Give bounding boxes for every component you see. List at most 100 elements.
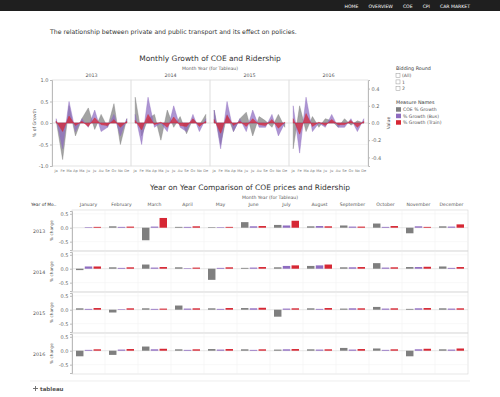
bar [382, 309, 389, 310]
bar [76, 351, 83, 357]
x-tick-label: Oc [349, 169, 354, 173]
legend: Bidding Round(All)12Measure NamesCOE % G… [396, 66, 442, 125]
tick-label: -0.5 [39, 142, 49, 148]
tick: 0.5 [61, 211, 72, 217]
x-tick-label: Se [342, 169, 347, 173]
tick-label: -0.4 [372, 155, 382, 161]
tick-mark [50, 166, 52, 167]
nav-link[interactable]: HOME [344, 4, 358, 9]
nav-link[interactable]: CPI [423, 4, 430, 9]
bar [382, 226, 389, 228]
area [56, 116, 127, 131]
bar [217, 267, 224, 269]
bar [415, 226, 422, 227]
grid-line [72, 323, 468, 324]
bar [160, 349, 167, 351]
filter-checkbox[interactable] [396, 80, 400, 84]
axis-line [70, 294, 73, 333]
bar [283, 225, 290, 227]
tick-mark [70, 351, 72, 352]
bar [307, 226, 314, 227]
bar [448, 227, 455, 228]
column-divider [336, 251, 337, 292]
legend-title: Measure Names [396, 100, 435, 105]
bar [151, 227, 158, 228]
tick-label: 0.0 [61, 348, 69, 354]
filter-option[interactable]: 1 [402, 80, 405, 85]
bar [184, 309, 191, 310]
tick-mark [368, 106, 370, 107]
bar [226, 349, 233, 351]
x-tick-label: Ja [291, 169, 295, 173]
tick-label: 0.5 [41, 99, 49, 105]
tick-mark [50, 123, 52, 124]
bar [241, 308, 248, 310]
bar [283, 266, 290, 269]
bar [250, 268, 257, 269]
column-divider [105, 333, 106, 374]
tick-mark [368, 89, 370, 90]
axis-title: % change [49, 343, 54, 364]
filter-option[interactable]: 2 [402, 86, 405, 91]
filter-checkbox[interactable] [396, 86, 400, 90]
nav-link[interactable]: OVERVIEW [368, 4, 393, 9]
x-tick-label: Oc [191, 169, 196, 173]
x-tick-label: December [440, 202, 464, 207]
bar [259, 308, 266, 310]
tick-label: -0.5 [59, 321, 69, 327]
bar [127, 349, 134, 351]
panel-frame [131, 80, 210, 166]
filter-option[interactable]: (All) [402, 73, 411, 78]
marks [85, 218, 464, 240]
area [214, 115, 285, 133]
tick-label: 0.0 [41, 120, 49, 126]
x-tick-label: Ja [54, 169, 58, 173]
bar [151, 268, 158, 269]
tick: 0.5 [61, 293, 72, 299]
bar [127, 308, 134, 309]
x-tick-label: Ju [86, 169, 90, 173]
bar [325, 265, 332, 269]
x-tick-label: Ap [310, 169, 315, 173]
bar [94, 349, 101, 350]
bar [292, 221, 299, 228]
panel-frame [72, 210, 468, 251]
x-tick-label: Ma [316, 169, 321, 173]
bar [241, 267, 248, 269]
nav-link[interactable]: CAR MARKET [440, 4, 470, 9]
bar [340, 267, 347, 268]
bar [283, 309, 290, 310]
bar [340, 348, 347, 351]
bar [142, 265, 149, 269]
x-tick-label: Au [257, 169, 262, 173]
marks [56, 102, 127, 160]
tick-mark [70, 337, 72, 338]
x-tick-label: No [197, 169, 202, 173]
group-label: 2013 [85, 73, 97, 78]
tick-label: 0.5 [61, 293, 69, 299]
axis-line [50, 81, 53, 167]
column-divider [336, 333, 337, 374]
group-label: 2014 [164, 73, 176, 78]
column-divider [435, 292, 436, 333]
bar [349, 308, 356, 309]
area [56, 102, 127, 149]
bar [259, 349, 266, 350]
column-divider [303, 251, 304, 292]
bar [391, 267, 398, 268]
bar [160, 267, 167, 269]
area [293, 97, 364, 153]
nav-link[interactable]: COE [403, 4, 413, 9]
marks [214, 102, 285, 149]
x-tick-label: Ju [323, 169, 327, 173]
bar [406, 351, 413, 357]
x-tick-label: No [355, 169, 360, 173]
tick-label: -0.2 [372, 137, 382, 143]
filter-checkbox[interactable] [396, 73, 400, 77]
tick-mark [50, 80, 52, 81]
bar [274, 310, 281, 317]
bar [127, 227, 134, 228]
axis-line [70, 212, 73, 251]
legend-swatch [396, 107, 401, 112]
bar [325, 308, 332, 310]
